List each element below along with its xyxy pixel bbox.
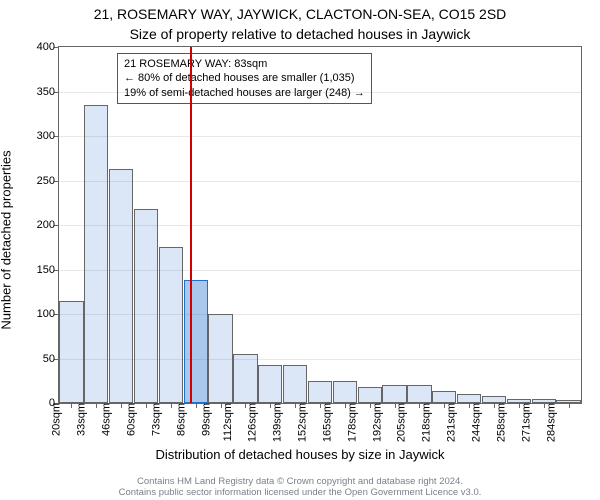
x-tick-label: 99sqm [196, 403, 212, 436]
y-tick-label: 150 [37, 264, 59, 276]
x-tick-label: 60sqm [121, 403, 137, 436]
x-tick-label: 258sqm [491, 403, 507, 442]
x-tick [569, 403, 570, 408]
gridline [59, 136, 581, 137]
x-tick-label: 112sqm [218, 403, 234, 441]
chart-title: 21, ROSEMARY WAY, JAYWICK, CLACTON-ON-SE… [0, 6, 600, 22]
x-tick-label: 126sqm [243, 403, 259, 442]
x-tick-label: 86sqm [171, 403, 187, 436]
x-tick-label: 152sqm [292, 403, 308, 442]
bar [308, 381, 332, 403]
x-tick-label: 46sqm [97, 403, 113, 436]
bar [159, 247, 183, 403]
x-tick-label: 205sqm [392, 403, 408, 442]
footer-line2: Contains public sector information licen… [0, 487, 600, 498]
x-tick-label: 244sqm [466, 403, 482, 442]
chart-container: 21, ROSEMARY WAY, JAYWICK, CLACTON-ON-SE… [0, 0, 600, 500]
bar [59, 301, 83, 403]
y-tick-label: 50 [43, 353, 59, 365]
annotation-line2: ← 80% of detached houses are smaller (1,… [124, 71, 365, 85]
x-tick-label: 165sqm [317, 403, 333, 442]
x-tick-label: 20sqm [47, 403, 63, 436]
annotation-line1: 21 ROSEMARY WAY: 83sqm [124, 57, 365, 71]
annotation-line3: 19% of semi-detached houses are larger (… [124, 86, 365, 100]
gridline [59, 270, 581, 271]
bar [283, 365, 307, 403]
x-tick-label: 231sqm [442, 403, 458, 442]
gridline [59, 92, 581, 93]
bar [482, 396, 506, 403]
x-tick-label: 139sqm [268, 403, 284, 442]
y-tick-label: 200 [37, 219, 59, 231]
y-axis-label: Number of detached properties [0, 150, 14, 329]
gridline [59, 181, 581, 182]
y-tick-label: 300 [37, 130, 59, 142]
y-tick-label: 350 [37, 86, 59, 98]
bar [358, 387, 382, 403]
gridline [59, 314, 581, 315]
x-tick-label: 192sqm [367, 403, 383, 442]
x-tick-label: 271sqm [516, 403, 532, 442]
y-tick-label: 400 [37, 41, 59, 53]
marker-line [190, 47, 192, 403]
y-tick-label: 250 [37, 175, 59, 187]
annotation-box: 21 ROSEMARY WAY: 83sqm ← 80% of detached… [117, 53, 372, 104]
y-tick-label: 100 [37, 308, 59, 320]
bar [258, 365, 282, 403]
bar [109, 169, 133, 403]
x-tick-label: 284sqm [541, 403, 557, 442]
bar [134, 209, 158, 403]
footer-line1: Contains HM Land Registry data © Crown c… [0, 476, 600, 487]
x-axis-label: Distribution of detached houses by size … [0, 447, 600, 462]
bar [382, 385, 406, 403]
footer: Contains HM Land Registry data © Crown c… [0, 476, 600, 498]
x-tick-label: 218sqm [417, 403, 433, 442]
bar [233, 354, 257, 403]
bar [457, 394, 481, 403]
bar [184, 280, 208, 403]
gridline [59, 359, 581, 360]
bar [432, 391, 456, 403]
plot-area: 21 ROSEMARY WAY: 83sqm ← 80% of detached… [58, 46, 582, 404]
x-tick-label: 33sqm [72, 403, 88, 436]
x-tick-label: 178sqm [342, 403, 358, 442]
x-tick-label: 73sqm [146, 403, 162, 436]
bar [333, 381, 357, 403]
gridline [59, 225, 581, 226]
chart-subtitle: Size of property relative to detached ho… [0, 26, 600, 42]
bar [407, 385, 431, 403]
